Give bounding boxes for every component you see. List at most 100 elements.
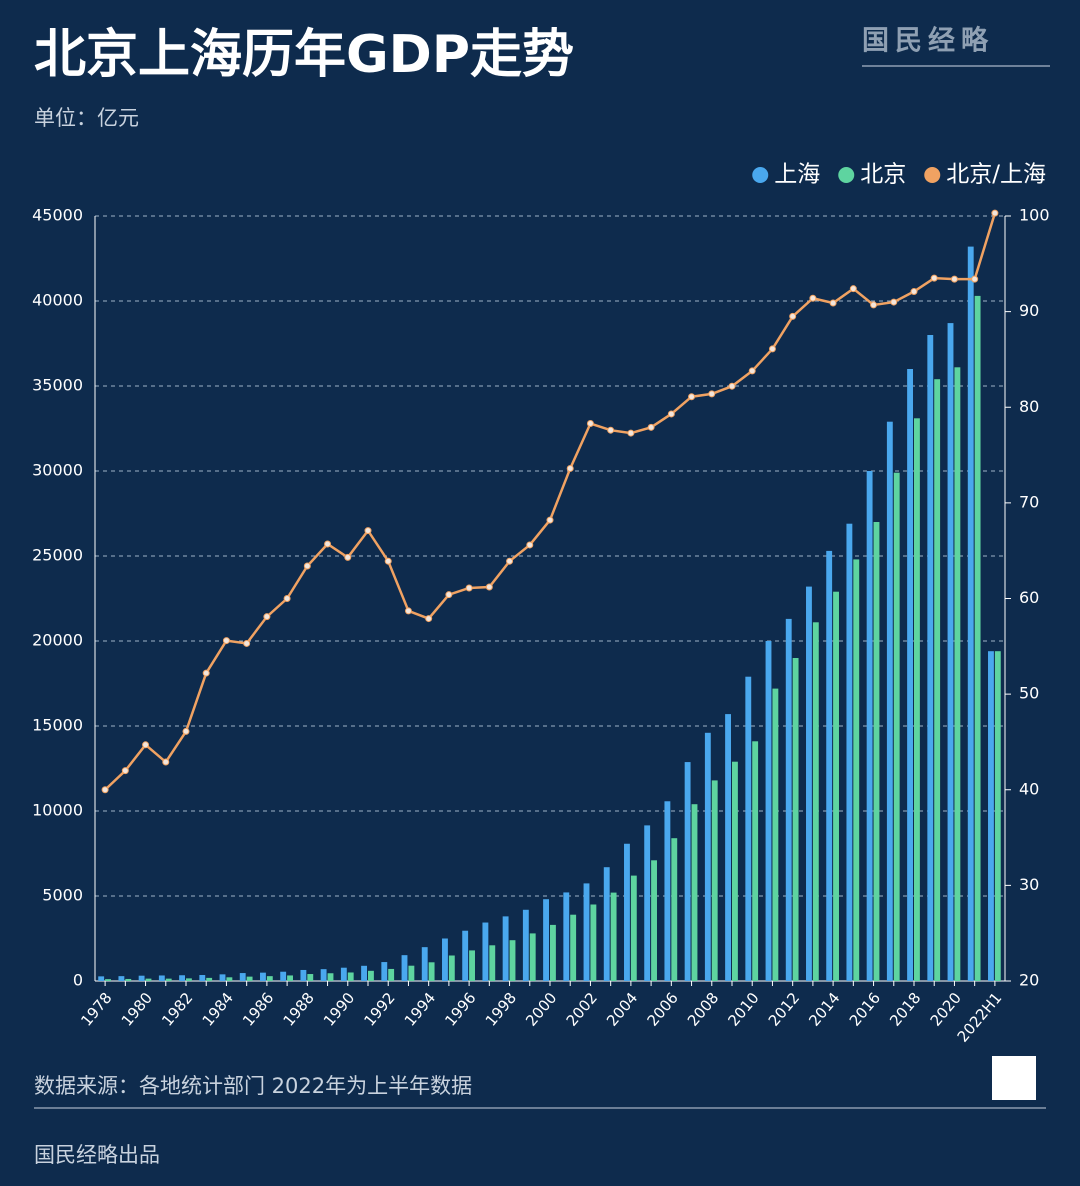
chart-title: 北京上海历年GDP走势 [34,25,574,85]
bar [421,947,428,981]
point [748,367,756,375]
point [971,275,979,283]
bar [590,904,597,981]
bar [502,916,509,981]
point [182,727,190,735]
y-tick-label: 30000 [32,461,83,480]
bar [866,471,873,981]
bar [543,899,549,981]
legend-swatch [752,167,769,183]
bar [522,909,529,981]
bar [300,969,307,981]
bar [266,976,273,981]
brand: 国民经略 [862,25,994,57]
point [222,637,230,645]
point [202,669,210,677]
point [101,786,109,794]
y2-tick-label: 80 [1019,397,1039,416]
y-tick-label: 15000 [32,716,83,735]
bar [550,924,556,981]
bar [408,965,415,981]
point [364,527,372,535]
bar [988,651,994,981]
bar [448,955,455,981]
bar [947,323,954,982]
y-tick-label: 0 [73,971,83,990]
y2-tick-label: 90 [1019,301,1039,320]
bar [967,246,974,982]
bar [833,591,839,981]
bar [287,975,293,981]
bar [239,973,246,981]
bar [138,975,145,981]
point [121,767,129,775]
bar [806,586,812,981]
point [586,420,594,428]
point [425,615,433,623]
point [303,562,311,570]
bar [873,522,880,981]
bar [489,945,496,981]
bar [725,714,731,981]
bar [428,962,435,981]
y2-tick-label: 40 [1019,779,1039,798]
point [870,301,878,309]
legend-label: 北京/上海 [946,162,1046,188]
bar [125,978,132,981]
point [950,275,958,283]
point [768,345,776,353]
point [243,639,251,647]
bar [361,965,367,981]
bar [630,875,637,981]
y2-tick-label: 20 [1019,971,1039,990]
source: 数据来源：各地统计部门 2022年为上半年数据 [34,1074,472,1098]
bar [320,969,327,981]
bar [179,975,185,981]
bar [401,955,408,981]
bar [469,950,475,981]
bar [826,550,833,981]
point [728,382,736,390]
y-tick-label: 25000 [32,546,83,565]
point [607,426,615,434]
bar [186,978,192,981]
y-tick-label: 5000 [42,886,83,905]
bar [704,732,711,981]
bar [711,780,718,981]
legend-label: 北京 [860,162,906,188]
point [789,312,797,320]
qr-code [992,1056,1036,1100]
point [283,595,291,602]
point [445,591,453,599]
bar [219,974,226,981]
point [708,390,716,398]
bar [792,658,799,981]
y2-tick-label: 100 [1019,206,1050,225]
bar [118,976,125,981]
bar [347,972,354,981]
point [465,584,473,592]
bar [772,688,779,981]
bar [812,622,819,981]
point [263,613,271,621]
bar [340,967,347,981]
point [849,285,857,293]
point [890,298,898,306]
bar [927,335,934,981]
bar [893,472,900,981]
point [930,274,938,282]
bar [158,975,165,981]
bar [603,867,610,981]
bar [907,369,913,981]
bar [509,940,516,981]
bar [246,976,253,981]
y-tick-label: 10000 [32,801,83,820]
legend-swatch [838,167,855,183]
point [142,741,150,749]
point [404,607,412,615]
bar [644,825,651,981]
point [829,299,837,307]
subtitle: 单位：亿元 [34,106,139,130]
bar [671,838,678,981]
